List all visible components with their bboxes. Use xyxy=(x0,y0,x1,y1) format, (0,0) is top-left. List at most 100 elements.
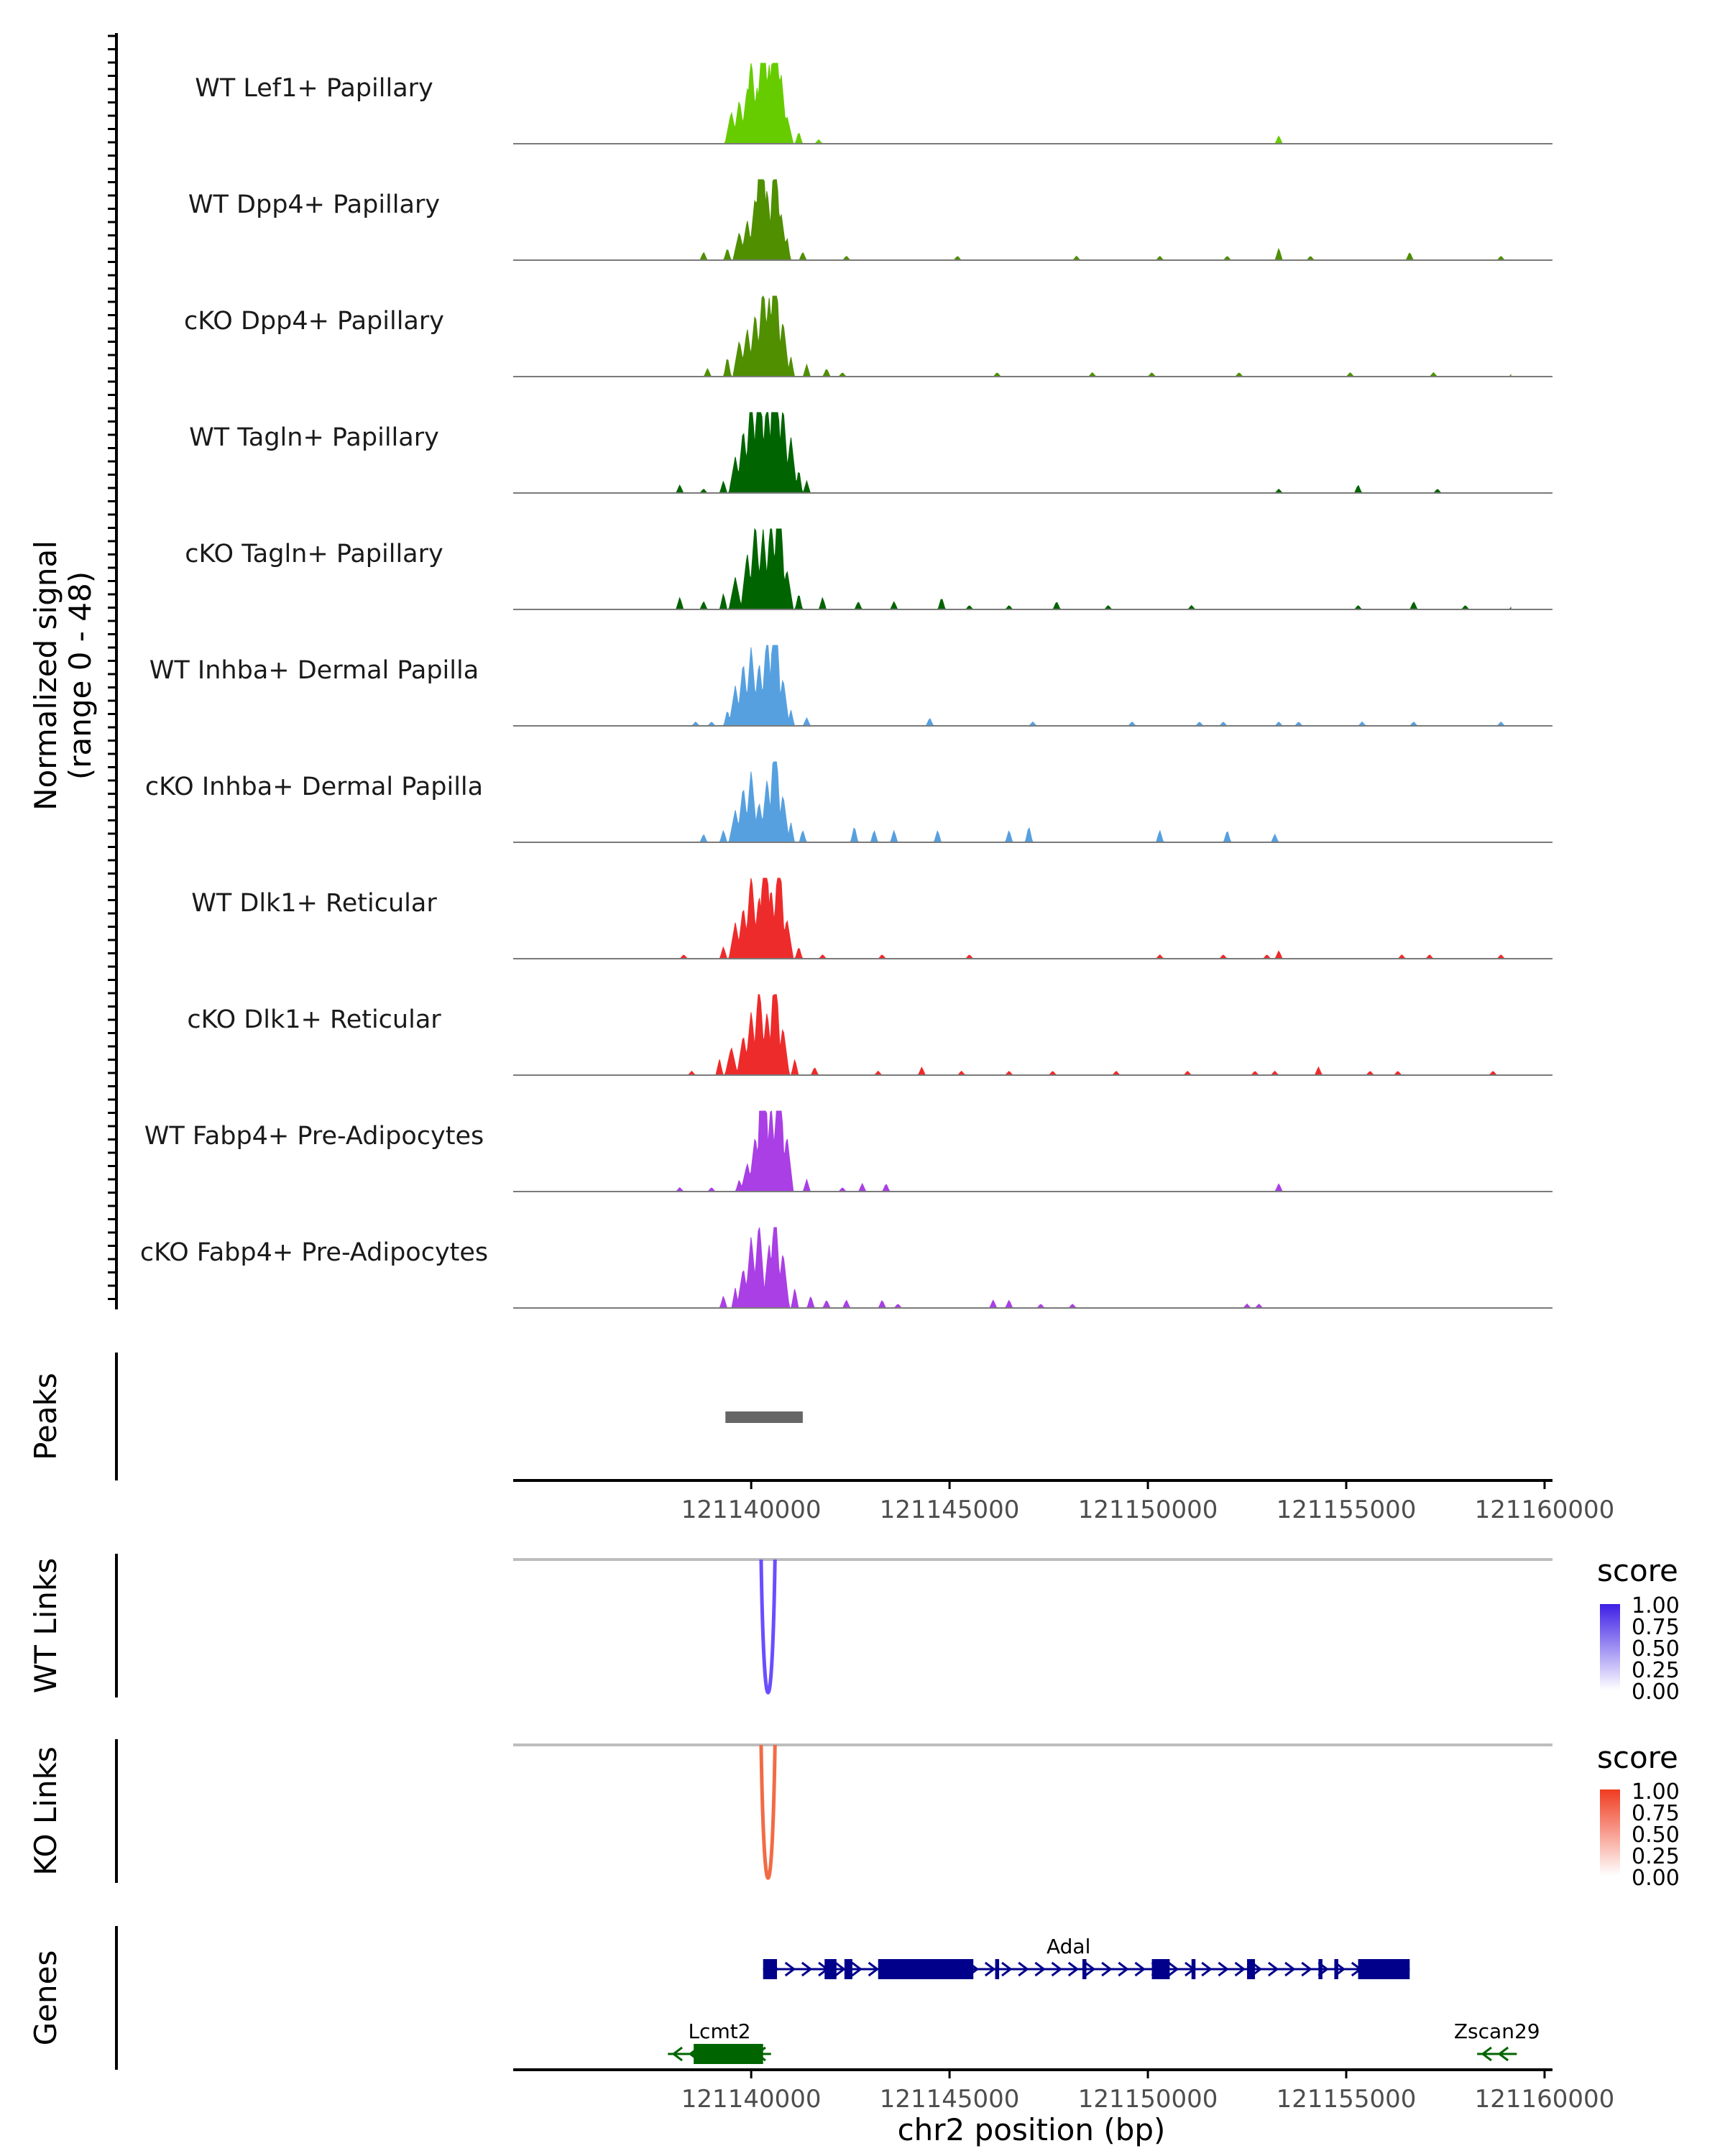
gene-name: Lcmt2 xyxy=(688,2019,750,2043)
genes-track-label: Genes xyxy=(28,1950,63,2046)
wt-legend-tick: 1.00 xyxy=(1632,1593,1680,1618)
wt-score-legend: score 1.00 0.75 0.50 0.25 0.00 xyxy=(1597,1553,1680,1705)
x-tick-label: 121155000 xyxy=(1276,2085,1417,2114)
strand-arrow xyxy=(834,1961,846,1977)
coverage-area xyxy=(663,994,1512,1076)
gene-models: Adal Lcmt2 Zscan29 xyxy=(668,1935,1540,2064)
gene-exon xyxy=(844,1959,852,1979)
strand-arrow xyxy=(1481,2046,1492,2062)
y-axis-label-line2: (range 0 - 48) xyxy=(63,571,98,780)
strand-arrow xyxy=(1268,1961,1279,1977)
x-axis-label: chr2 position (bp) xyxy=(898,2112,1166,2147)
x-tick-label: 121160000 xyxy=(1475,1496,1615,1524)
strand-arrow xyxy=(1167,1961,1179,1977)
gene-exon xyxy=(1191,1959,1196,1979)
wt-links-track-label: WT Links xyxy=(28,1558,63,1693)
ko-legend-title: score xyxy=(1597,1740,1678,1775)
x-axis-bottom: 121140000 121145000 121150000 121155000 1211… xyxy=(513,2068,1615,2114)
track-label: WT Lef1+ Papillary xyxy=(195,74,433,103)
wt-legend-tick: 0.50 xyxy=(1632,1636,1680,1662)
strand-arrow xyxy=(868,1961,880,1977)
strand-arrow xyxy=(1301,1961,1312,1977)
gene-exon xyxy=(1318,1959,1322,1979)
ko-legend-tick: 0.50 xyxy=(1632,1823,1680,1848)
strand-arrow xyxy=(1218,1961,1229,1977)
coverage-area xyxy=(663,179,1512,261)
coverage-track: WT Dpp4+ Papillary xyxy=(188,179,1552,261)
x-tick-label: 121145000 xyxy=(880,2085,1020,2114)
strand-arrow xyxy=(1234,1961,1246,1977)
wt-legend-tick: 0.25 xyxy=(1632,1658,1680,1683)
peak-region xyxy=(725,1411,803,1423)
gene-exon xyxy=(763,1959,778,1979)
ko-legend-colorbar xyxy=(1600,1789,1620,1876)
gene-exon xyxy=(1151,1959,1170,1979)
link-arcs xyxy=(513,1558,1552,1880)
ko-legend-tick: 0.75 xyxy=(1632,1801,1680,1826)
gene-name: Zscan29 xyxy=(1454,2019,1540,2043)
peaks-track-label: Peaks xyxy=(28,1373,63,1460)
coverage-tracks: WT Lef1+ Papillary WT Dpp4+ Papillary cKO … xyxy=(140,63,1552,1309)
coverage-track: WT Tagln+ Papillary xyxy=(189,412,1552,494)
coverage-area xyxy=(663,761,1512,843)
strand-arrow xyxy=(1497,2046,1509,2062)
gene-exon xyxy=(1334,1959,1338,1979)
track-label: cKO Fabp4+ Pre-Adipocytes xyxy=(140,1238,488,1267)
gene-model: Lcmt2 xyxy=(668,2019,771,2064)
coverage-area xyxy=(663,63,1512,144)
coverage-track: WT Dlk1+ Reticular xyxy=(191,877,1552,959)
track-label: WT Tagln+ Papillary xyxy=(189,423,439,452)
x-axis-top: 121140000 121145000 121150000 121155000 1211… xyxy=(513,1479,1615,1524)
coverage-track: WT Inhba+ Dermal Papilla xyxy=(150,645,1552,727)
coverage-area xyxy=(663,1227,1512,1309)
track-label: WT Dpp4+ Papillary xyxy=(188,190,440,219)
track-label: cKO Inhba+ Dermal Papilla xyxy=(145,773,483,801)
gene-exon xyxy=(995,1959,1000,1979)
strand-arrow xyxy=(671,2046,683,2062)
coverage-track: cKO Tagln+ Papillary xyxy=(185,528,1552,610)
wt-legend-colorbar xyxy=(1600,1604,1620,1690)
strand-arrow xyxy=(1134,1961,1146,1977)
coverage-track: cKO Inhba+ Dermal Papilla xyxy=(145,761,1552,843)
strand-arrow xyxy=(784,1961,796,1977)
coverage-area xyxy=(663,1110,1512,1192)
coverage-track: cKO Dlk1+ Reticular xyxy=(187,994,1552,1076)
x-tick-label: 121140000 xyxy=(681,2085,822,2114)
coverage-track: cKO Dpp4+ Papillary xyxy=(184,295,1552,377)
strand-arrow xyxy=(1101,1961,1113,1977)
coverage-area xyxy=(663,412,1512,494)
strand-arrow xyxy=(1201,1961,1213,1977)
link-arc xyxy=(759,1744,777,1880)
gene-exon xyxy=(824,1959,837,1979)
coverage-track: cKO Fabp4+ Pre-Adipocytes xyxy=(140,1227,1552,1309)
link-arc xyxy=(759,1559,777,1695)
gene-exon xyxy=(1358,1959,1410,1979)
coverage-y-axis xyxy=(108,33,118,1309)
y-axis-label-line1: Normalized signal xyxy=(28,540,63,811)
track-label: WT Dlk1+ Reticular xyxy=(191,889,437,918)
strand-arrow xyxy=(1018,1961,1029,1977)
peak-regions xyxy=(725,1411,803,1423)
track-label: WT Fabp4+ Pre-Adipocytes xyxy=(144,1122,484,1151)
x-tick-label: 121140000 xyxy=(681,1496,822,1524)
strand-arrow xyxy=(851,1961,862,1977)
gene-exon xyxy=(1247,1959,1256,1979)
wt-legend-tick: 0.00 xyxy=(1632,1680,1680,1705)
ko-score-legend: score 1.00 0.75 0.50 0.25 0.00 xyxy=(1597,1740,1680,1891)
wt-legend-title: score xyxy=(1597,1553,1678,1588)
gene-model: Adal xyxy=(763,1935,1410,1979)
ko-legend-tick: 1.00 xyxy=(1632,1779,1680,1805)
gene-exon xyxy=(1082,1959,1087,1979)
coverage-area xyxy=(663,645,1512,727)
coverage-area xyxy=(663,295,1512,377)
track-label: cKO Dlk1+ Reticular xyxy=(187,1005,441,1034)
ko-links-track-label: KO Links xyxy=(28,1746,63,1876)
x-tick-label: 121155000 xyxy=(1276,1496,1417,1524)
strand-arrow xyxy=(1051,1961,1063,1977)
x-tick-label: 121150000 xyxy=(1078,2085,1218,2114)
gene-name: Adal xyxy=(1046,1935,1090,1958)
coverage-track: WT Fabp4+ Pre-Adipocytes xyxy=(144,1110,1552,1192)
coverage-area xyxy=(663,528,1512,610)
x-tick-label: 121160000 xyxy=(1475,2085,1615,2114)
